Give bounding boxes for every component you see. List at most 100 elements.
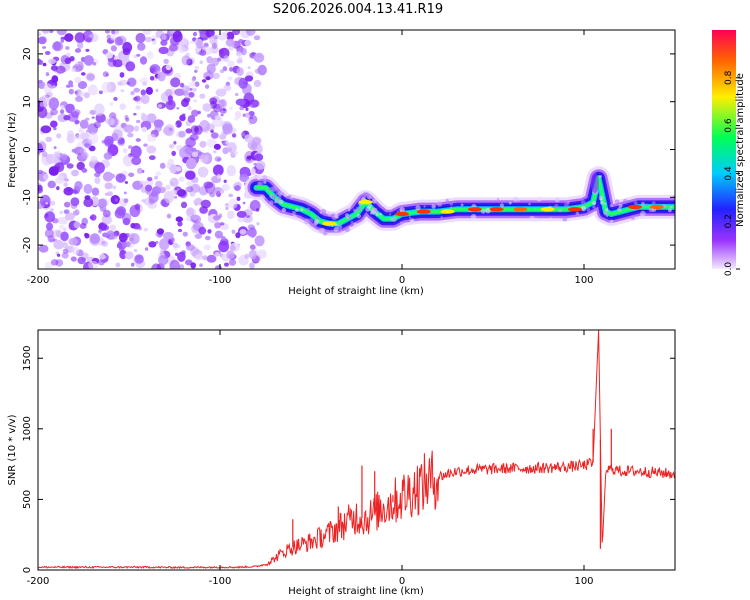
ridge-speck [340, 230, 343, 234]
ridge-speck [450, 206, 453, 209]
noise-blob [231, 133, 237, 138]
y-tick-label: -10 [22, 189, 33, 205]
noise-blob [177, 228, 183, 233]
ridge-speck [558, 208, 562, 213]
noise-blob [130, 91, 135, 96]
ridge-hotspot [395, 211, 409, 217]
noise-blob [116, 242, 123, 249]
noise-blob [122, 217, 131, 226]
noise-blob [115, 262, 121, 268]
noise-blob [66, 163, 74, 169]
heatmap-cells [38, 30, 675, 269]
noise-blob [64, 57, 72, 64]
noise-blob [125, 241, 131, 248]
ridge-speck [592, 205, 596, 209]
noise-blob [45, 72, 50, 77]
noise-blob [78, 127, 85, 134]
noise-blob [203, 181, 214, 189]
noise-blob [105, 52, 114, 59]
noise-blob [253, 52, 265, 63]
ridge-speck [349, 226, 352, 229]
ridge-speck [360, 206, 363, 210]
noise-blob [97, 198, 107, 209]
ridge-speck [292, 211, 296, 215]
noise-blob [228, 198, 238, 209]
noise-blob [199, 49, 207, 56]
noise-blob [253, 35, 261, 41]
noise-blob [119, 72, 125, 78]
noise-blob [165, 64, 172, 71]
noise-blob [38, 36, 47, 45]
ridge-speck [592, 201, 597, 206]
noise-blob [182, 231, 188, 237]
noise-blob [148, 155, 156, 161]
noise-blob [102, 209, 111, 218]
noise-blob [83, 55, 94, 66]
noise-blob [42, 62, 47, 67]
noise-blob [201, 79, 207, 83]
ridge-speck [391, 216, 397, 222]
noise-blob [175, 120, 182, 128]
noise-blob [136, 53, 141, 57]
noise-blob [228, 193, 234, 198]
noise-blob [213, 35, 219, 40]
noise-blob [161, 33, 167, 41]
colorbar-gradient [712, 30, 736, 269]
ridge-speck [508, 201, 512, 205]
noise-blob [52, 85, 56, 89]
noise-blob [255, 208, 260, 212]
ridge-speck [271, 194, 276, 199]
ridge-hotspot [649, 204, 664, 210]
noise-blob [38, 106, 48, 119]
snr-frame [37, 329, 676, 571]
noise-blob [199, 140, 207, 148]
noise-blob [127, 77, 137, 87]
noise-blob [191, 77, 196, 82]
noise-blob [104, 192, 109, 196]
noise-blob [212, 72, 220, 79]
noise-blob [164, 124, 175, 137]
x-tick-label: 0 [399, 275, 405, 286]
ridge-speck [586, 208, 591, 212]
noise-blob [110, 45, 117, 52]
noise-blob [98, 253, 106, 260]
ridge-speck [355, 206, 361, 211]
noise-blob [194, 66, 200, 70]
noise-blob [130, 145, 142, 159]
noise-blob [207, 113, 211, 118]
ridge-speck [268, 186, 274, 192]
noise-blob [101, 214, 112, 225]
noise-blob [42, 46, 47, 49]
noise-blob [133, 248, 138, 253]
ridge-speck [605, 208, 609, 212]
ridge-speck [512, 196, 519, 202]
noise-blob [57, 216, 69, 225]
ridge-speck [318, 227, 324, 233]
noise-blob [187, 106, 192, 111]
ridge-speck [347, 209, 351, 212]
noise-blob [228, 258, 237, 266]
noise-blob [165, 184, 171, 190]
noise-blob [114, 198, 118, 202]
noise-blob [46, 222, 53, 231]
noise-blob [222, 66, 228, 72]
noise-blob [134, 95, 141, 102]
noise-blob [148, 192, 159, 203]
noise-blob [249, 262, 255, 269]
noise-blob [102, 71, 109, 78]
ridge-speck [529, 216, 535, 221]
noise-blob [135, 138, 141, 142]
y-tick-label: 1500 [22, 346, 33, 371]
noise-blob [102, 171, 114, 182]
ridge-speck [363, 191, 368, 197]
ridge-speck [609, 204, 614, 208]
noise-blob [83, 197, 94, 208]
noise-blob [193, 99, 198, 103]
noise-blob [38, 32, 42, 36]
ridge-speck [436, 201, 443, 207]
ridge-speck [485, 207, 491, 214]
noise-blob [38, 81, 46, 89]
noise-blob [70, 256, 77, 262]
noise-blob [75, 134, 83, 141]
chart-title: S206.2026.004.13.41.R19 [272, 2, 444, 17]
